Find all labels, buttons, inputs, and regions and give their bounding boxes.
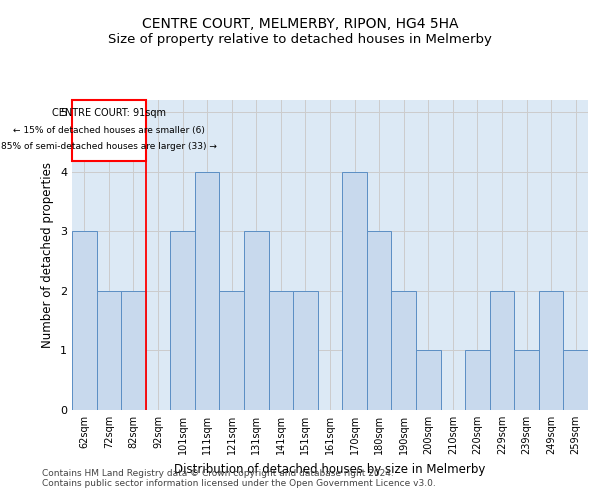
Bar (293, 291, 318, 410)
Bar (416, 350, 440, 410)
Bar (539, 291, 563, 410)
X-axis label: Distribution of detached houses by size in Melmerby: Distribution of detached houses by size … (175, 462, 485, 475)
Bar (170, 231, 195, 410)
Bar (195, 172, 220, 410)
Text: CENTRE COURT, MELMERBY, RIPON, HG4 5HA: CENTRE COURT, MELMERBY, RIPON, HG4 5HA (142, 18, 458, 32)
Text: CENTRE COURT: 91sqm: CENTRE COURT: 91sqm (52, 108, 166, 118)
Bar (121, 291, 146, 410)
Text: ← 15% of detached houses are smaller (6): ← 15% of detached houses are smaller (6) (13, 126, 205, 134)
Y-axis label: Number of detached properties: Number of detached properties (41, 162, 55, 348)
Bar (514, 350, 539, 410)
Text: 85% of semi-detached houses are larger (33) →: 85% of semi-detached houses are larger (… (1, 142, 217, 152)
Bar (367, 231, 391, 410)
Bar (563, 350, 588, 410)
FancyBboxPatch shape (72, 100, 146, 161)
Text: Size of property relative to detached houses in Melmerby: Size of property relative to detached ho… (108, 32, 492, 46)
Bar (97, 291, 121, 410)
Bar (72, 231, 97, 410)
Bar (220, 291, 244, 410)
Bar (269, 291, 293, 410)
Text: Contains public sector information licensed under the Open Government Licence v3: Contains public sector information licen… (42, 478, 436, 488)
Text: Contains HM Land Registry data © Crown copyright and database right 2024.: Contains HM Land Registry data © Crown c… (42, 468, 394, 477)
Bar (342, 172, 367, 410)
Bar (244, 231, 269, 410)
Bar (490, 291, 514, 410)
Bar (391, 291, 416, 410)
Bar (465, 350, 490, 410)
